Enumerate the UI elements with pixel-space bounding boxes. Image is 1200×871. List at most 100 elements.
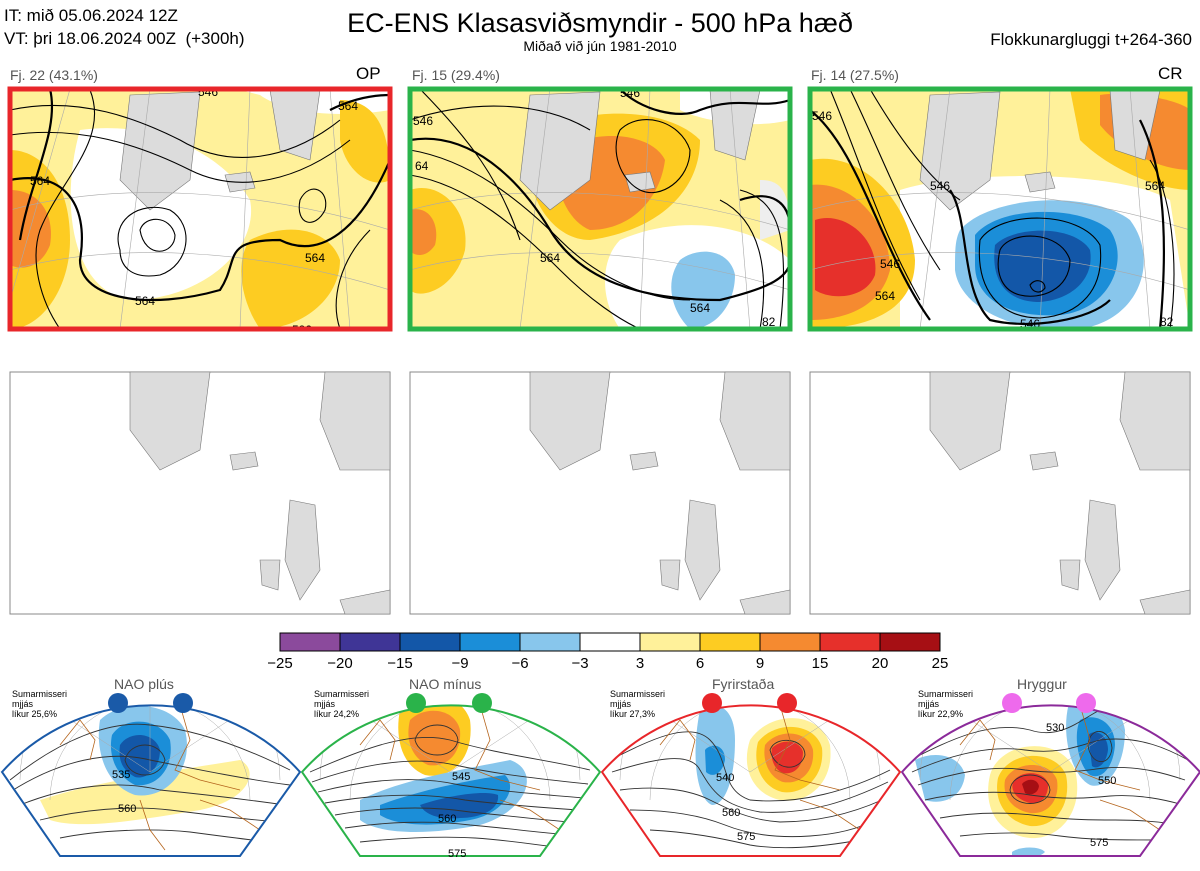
regime-title: NAO mínus <box>409 676 482 692</box>
regime-contour-label: 550 <box>1098 775 1116 787</box>
c2-contour-label: 82 <box>762 315 776 329</box>
c3-contour-label: 82 <box>1160 315 1174 329</box>
climate-reference: Miðað við jún 1981-2010 <box>523 38 677 54</box>
colorbar-bin <box>580 633 640 651</box>
cluster-1-map: 564 546 564 564 564 582 <box>10 85 390 337</box>
regime-contour-label: 560 <box>118 803 136 815</box>
c1-contour-label: 546 <box>198 85 218 99</box>
cluster-2-label: Fj. 15 (29.4%) <box>412 67 500 83</box>
c2-contour-label: 564 <box>690 301 710 315</box>
regime-season: Sumarmisseri <box>610 689 666 699</box>
regime-dot <box>173 693 193 713</box>
regime-contour-label: 560 <box>722 807 740 819</box>
regime-info: Sumarmisseri mjjás líkur 25,6% <box>12 689 67 719</box>
c3-contour-label: 546 <box>930 179 950 193</box>
regime-contour-label: 535 <box>112 769 130 781</box>
colorbar-tick: −15 <box>387 655 413 672</box>
regime-dot <box>406 693 426 713</box>
regime-balance: mjjás <box>314 699 336 709</box>
c3-contour-label: 564 <box>875 289 895 303</box>
regime-fan-outline <box>0 704 302 857</box>
regime-contour-label: 560 <box>438 813 456 825</box>
colorbar-bin <box>700 633 760 651</box>
colorbar-tick: 20 <box>871 655 889 672</box>
colorbar-bin <box>760 633 820 651</box>
regime-info: Sumarmisseri mjjás líkur 27,3% <box>610 689 665 719</box>
c1-contour-label: 564 <box>305 251 325 265</box>
regime-contour-label: 545 <box>452 771 470 783</box>
regime-title: Hryggur <box>1017 676 1067 692</box>
cluster-1-label: Fj. 22 (43.1%) <box>10 67 98 83</box>
regime-contour-label: 540 <box>716 772 734 784</box>
colorbar-tick: 3 <box>635 655 645 672</box>
cluster-2-frame <box>407 86 793 332</box>
regime-title: Fyrirstaða <box>712 676 775 692</box>
blank-map-3 <box>809 371 1191 615</box>
colorbar-bin <box>520 633 580 651</box>
regime-contour-label: 575 <box>1090 837 1108 849</box>
cluster-1-frame <box>7 86 393 332</box>
regime-contour-label: 575 <box>448 848 466 860</box>
regime-dot <box>472 693 492 713</box>
regime-info: Sumarmisseri mjjás líkur 22,9% <box>918 689 973 719</box>
colorbar-tick: −25 <box>267 655 293 672</box>
regime-fan-outline <box>900 704 1200 857</box>
colorbar-tick: −6 <box>511 655 529 672</box>
regime-balance: mjjás <box>12 699 34 709</box>
regime-season: Sumarmisseri <box>12 689 68 699</box>
regime-fan-outline <box>300 704 602 857</box>
regime-info: Sumarmisseri mjjás líkur 24,2% <box>314 689 369 719</box>
cluster-2-map: 64 546 546 564 564 82 <box>410 86 790 329</box>
c3-contour-label: 546 <box>1020 317 1040 331</box>
c2-contour-label: 64 <box>415 159 429 173</box>
colorbar-tick: −3 <box>571 655 589 672</box>
c1-contour-label: 582 <box>292 323 312 337</box>
colorbar-bin <box>460 633 520 651</box>
colorbar-bin <box>280 633 340 651</box>
colorbar-bin <box>340 633 400 651</box>
colorbar-bin <box>880 633 940 651</box>
colorbar-tick: 9 <box>755 655 765 672</box>
regime-season: Sumarmisseri <box>314 689 370 699</box>
regime-dot <box>108 693 128 713</box>
c1-contour-label: 564 <box>135 294 155 308</box>
regime-probability: líkur 27,3% <box>610 709 656 719</box>
regime-probability: líkur 22,9% <box>918 709 964 719</box>
c3-contour-label: 546 <box>880 257 900 271</box>
colorbar <box>279 632 941 652</box>
c2-contour-label: 564 <box>540 251 560 265</box>
blank-map-1 <box>9 371 391 615</box>
blank-map-2 <box>409 371 791 615</box>
regime-title: NAO plús <box>114 676 174 692</box>
c1-contour-label: 564 <box>338 99 358 113</box>
regime-season: Sumarmisseri <box>918 689 974 699</box>
regime-fan-outline <box>600 704 902 857</box>
colorbar-bin <box>400 633 460 651</box>
c3-contour-label: 564 <box>1145 179 1165 193</box>
colorbar-bin <box>820 633 880 651</box>
regime-contour-label: 530 <box>1046 722 1064 734</box>
regime-probability: líkur 25,6% <box>12 709 58 719</box>
cluster-3-map: 546 546 546 564 546 564 82 <box>810 89 1190 331</box>
cluster-1-tag: OP <box>356 64 381 83</box>
cluster-3-frame <box>807 86 1193 332</box>
cluster-3-label: Fj. 14 (27.5%) <box>811 67 899 83</box>
regime-balance: mjjás <box>918 699 940 709</box>
c2-contour-label: 546 <box>413 114 433 128</box>
clustering-window: Flokkunargluggi t+264-360 <box>990 30 1192 49</box>
regime-nao-minus-map: 545 560 575 <box>300 693 602 860</box>
colorbar-tick: 6 <box>695 655 705 672</box>
cluster-3-tag: CR <box>1158 64 1183 83</box>
regime-dot <box>1076 693 1096 713</box>
regime-contour-label: 575 <box>737 831 755 843</box>
c3-contour-label: 546 <box>812 109 832 123</box>
regime-dot <box>702 693 722 713</box>
page-title: EC-ENS Klasasviðsmyndir - 500 hPa hæð <box>347 8 853 38</box>
valid-time: VT: þri 18.06.2024 00Z (+300h) <box>4 29 245 48</box>
c2-contour-label: 546 <box>620 86 640 100</box>
regime-dot <box>1002 693 1022 713</box>
init-time: IT: mið 05.06.2024 12Z <box>4 6 178 25</box>
colorbar-bin <box>640 633 700 651</box>
colorbar-tick: 25 <box>931 655 949 672</box>
